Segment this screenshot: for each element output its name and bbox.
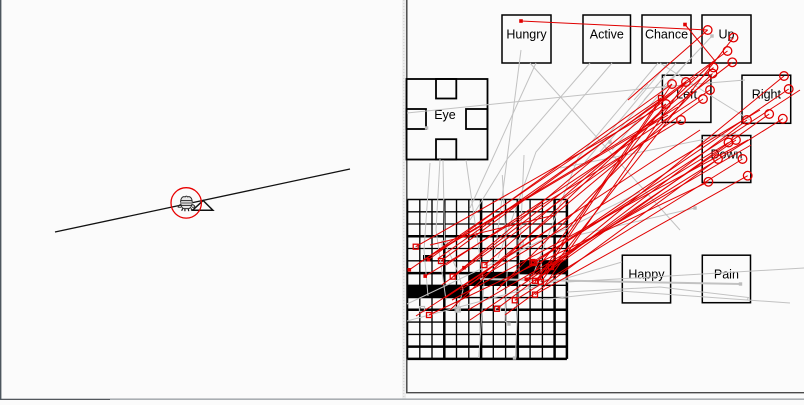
svg-text:Pain: Pain	[714, 267, 739, 281]
svg-text:Eye: Eye	[434, 108, 456, 122]
svg-text:Active: Active	[590, 27, 624, 41]
svg-text:Hungry: Hungry	[506, 27, 547, 41]
svg-text:Right: Right	[752, 88, 782, 102]
svg-text:Chance: Chance	[645, 27, 688, 41]
svg-text:Up: Up	[719, 27, 735, 41]
svg-text:Left: Left	[676, 87, 697, 101]
svg-text:Happy: Happy	[628, 267, 665, 281]
